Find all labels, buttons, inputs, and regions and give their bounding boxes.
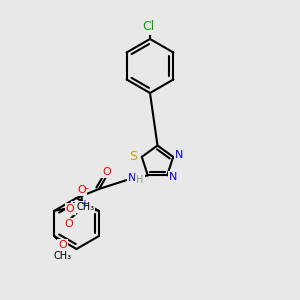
Text: N: N — [128, 173, 136, 183]
Text: +: + — [80, 199, 88, 209]
Text: O: O — [77, 185, 86, 195]
Text: O: O — [66, 204, 75, 214]
Text: CH₃: CH₃ — [76, 202, 94, 212]
Text: -: - — [84, 183, 88, 193]
Text: O: O — [102, 167, 111, 177]
Text: S: S — [129, 150, 137, 164]
Text: N: N — [169, 172, 177, 182]
Text: O: O — [58, 240, 67, 250]
Text: H: H — [136, 175, 144, 185]
Text: O: O — [64, 219, 73, 229]
Text: N: N — [72, 202, 81, 212]
Text: N: N — [175, 150, 183, 161]
Text: Cl: Cl — [142, 20, 154, 34]
Text: CH₃: CH₃ — [53, 251, 72, 261]
